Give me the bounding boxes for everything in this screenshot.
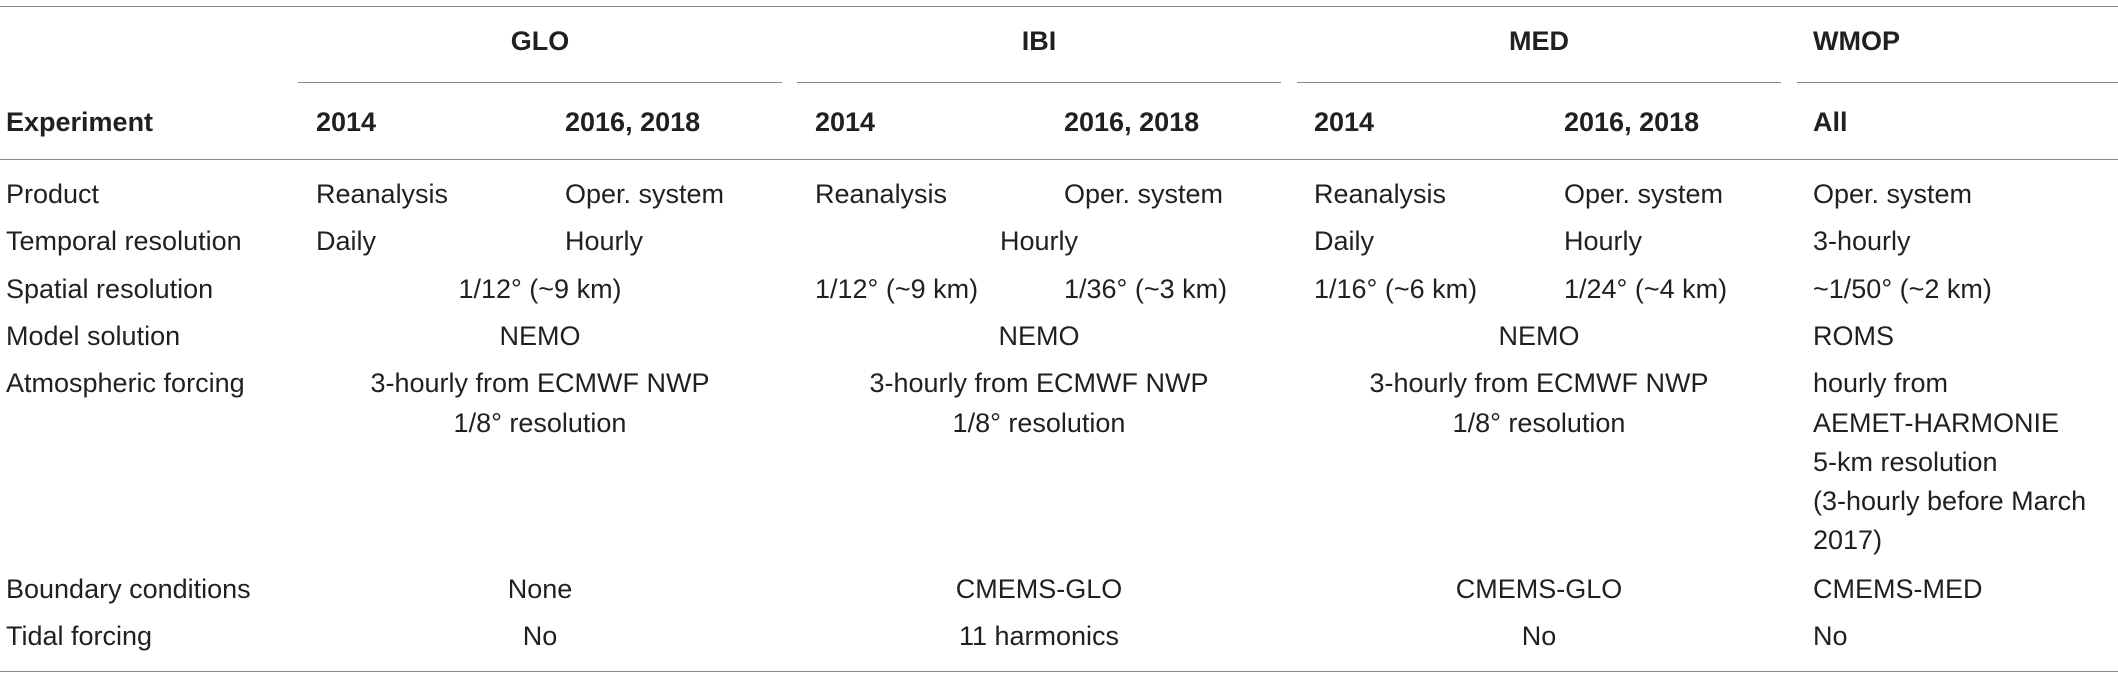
ibi-group-rule <box>797 82 1281 83</box>
region-wmop: WMOP <box>1813 26 1900 56</box>
cell-product-ibi-a: Reanalysis <box>815 179 948 209</box>
cell-atmos-med-line2: 1/8° resolution <box>1452 408 1626 438</box>
cell-spatial-glo: 1/12° (~9 km) <box>458 274 622 304</box>
row-label-temporal: Temporal resolution <box>6 226 242 256</box>
bottom-rule <box>0 671 2118 672</box>
region-med: MED <box>1509 26 1569 56</box>
cell-atmos-med-line1: 3-hourly from ECMWF NWP <box>1369 368 1709 398</box>
cell-atmos-wmop-line1: hourly from <box>1813 368 1949 398</box>
cell-atmos-wmop-line5: 2017) <box>1813 525 1883 555</box>
wmop-group-rule <box>1797 82 2118 83</box>
cell-spatial-ibi-a: 1/12° (~9 km) <box>815 274 979 304</box>
row-label-boundary: Boundary conditions <box>6 574 251 604</box>
cell-spatial-med-b: 1/24° (~4 km) <box>1564 274 1728 304</box>
year-glo-b: 2016, 2018 <box>565 107 701 137</box>
cell-tidal-med: No <box>1521 621 1557 651</box>
cell-product-glo-a: Reanalysis <box>316 179 449 209</box>
cell-atmos-wmop-line2: AEMET-HARMONIE <box>1813 408 2060 438</box>
cell-atmos-wmop-line3: 5-km resolution <box>1813 447 1998 477</box>
cell-atmos-ibi-line1: 3-hourly from ECMWF NWP <box>869 368 1209 398</box>
cell-temporal-glo-a: Daily <box>316 226 377 256</box>
cell-model-wmop: ROMS <box>1813 321 1894 351</box>
year-ibi-a: 2014 <box>815 107 876 137</box>
year-glo-a: 2014 <box>316 107 377 137</box>
cell-atmos-wmop-line4: (3-hourly before March <box>1813 486 2087 516</box>
row-label-model: Model solution <box>6 321 181 351</box>
cell-temporal-glo-b: Hourly <box>565 226 644 256</box>
header-rule <box>0 159 2118 160</box>
cell-product-glo-b: Oper. system <box>565 179 725 209</box>
experiment-header: Experiment <box>6 107 154 137</box>
cell-temporal-med-b: Hourly <box>1564 226 1643 256</box>
cell-spatial-wmop: ~1/50° (~2 km) <box>1813 274 1992 304</box>
glo-group-rule <box>298 82 782 83</box>
cell-product-ibi-b: Oper. system <box>1064 179 1224 209</box>
cell-boundary-wmop: CMEMS-MED <box>1813 574 1983 604</box>
cell-spatial-ibi-b: 1/36° (~3 km) <box>1064 274 1228 304</box>
year-med-b: 2016, 2018 <box>1564 107 1700 137</box>
cell-atmos-ibi-line2: 1/8° resolution <box>952 408 1126 438</box>
cell-boundary-ibi: CMEMS-GLO <box>955 574 1123 604</box>
cell-tidal-glo: No <box>522 621 558 651</box>
cell-temporal-ibi: Hourly <box>999 226 1079 256</box>
region-ibi: IBI <box>1021 26 1057 56</box>
cell-boundary-med: CMEMS-GLO <box>1455 574 1623 604</box>
cell-model-med: NEMO <box>1498 321 1580 351</box>
top-rule <box>0 6 2118 7</box>
row-label-atmos: Atmospheric forcing <box>6 368 245 398</box>
cell-spatial-med-a: 1/16° (~6 km) <box>1314 274 1478 304</box>
year-ibi-b: 2016, 2018 <box>1064 107 1200 137</box>
cell-atmos-glo-line1: 3-hourly from ECMWF NWP <box>370 368 710 398</box>
year-wmop: All <box>1813 107 1848 137</box>
region-glo: GLO <box>510 26 570 56</box>
cell-boundary-glo: None <box>507 574 573 604</box>
cell-product-wmop: Oper. system <box>1813 179 1973 209</box>
cell-model-glo: NEMO <box>499 321 581 351</box>
cell-product-med-a: Reanalysis <box>1314 179 1447 209</box>
row-label-product: Product <box>6 179 100 209</box>
cell-temporal-wmop: 3-hourly <box>1813 226 1911 256</box>
cell-atmos-glo-line2: 1/8° resolution <box>453 408 627 438</box>
med-group-rule <box>1297 82 1781 83</box>
cell-temporal-med-a: Daily <box>1314 226 1375 256</box>
cell-tidal-ibi: 11 harmonics <box>958 621 1120 651</box>
cell-model-ibi: NEMO <box>998 321 1080 351</box>
row-label-tidal: Tidal forcing <box>6 621 153 651</box>
year-med-a: 2014 <box>1314 107 1375 137</box>
cell-tidal-wmop: No <box>1813 621 1848 651</box>
row-label-spatial: Spatial resolution <box>6 274 214 304</box>
cell-product-med-b: Oper. system <box>1564 179 1724 209</box>
